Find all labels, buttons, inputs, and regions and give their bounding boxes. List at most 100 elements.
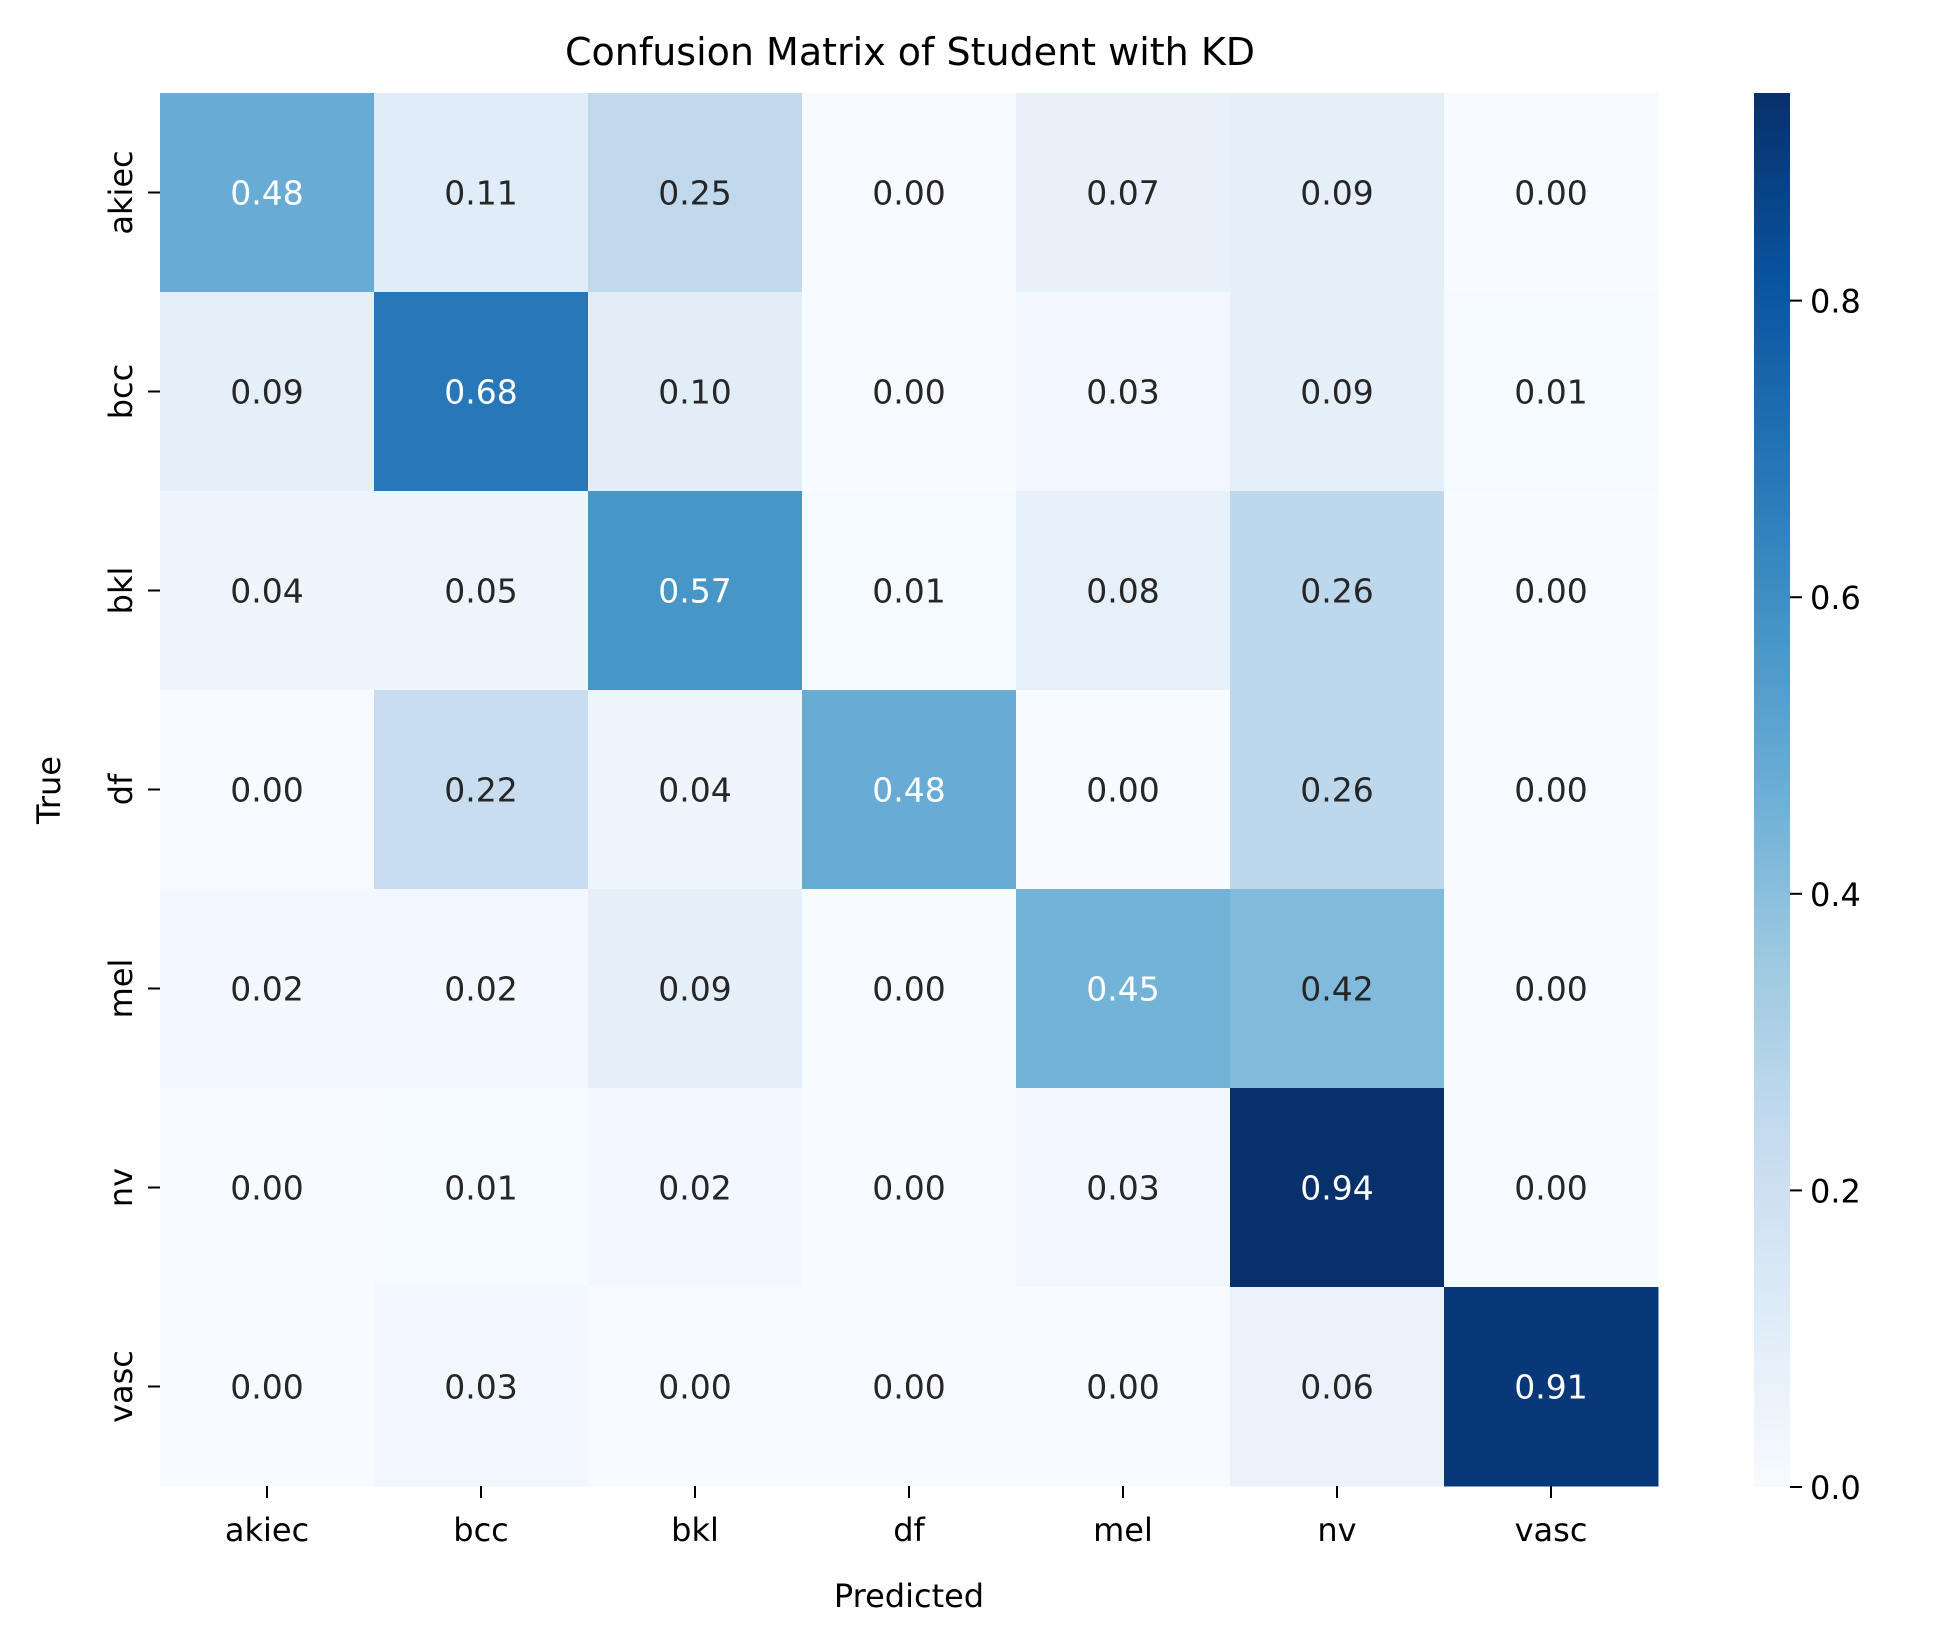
cell-value-label: 0.03 xyxy=(444,1368,517,1407)
cell-value-label: 0.09 xyxy=(230,373,303,412)
heatmap-cell xyxy=(1016,1287,1231,1487)
x-tick-label: df xyxy=(893,1511,925,1549)
cell-value-label: 0.00 xyxy=(658,1368,731,1407)
heatmap-cell xyxy=(1016,1088,1231,1288)
cell-value-label: 0.02 xyxy=(230,970,303,1009)
x-tick-label: nv xyxy=(1317,1511,1356,1549)
heatmap-cells xyxy=(160,93,1659,1487)
cell-value-label: 0.00 xyxy=(1514,572,1587,611)
cell-value-label: 0.00 xyxy=(230,771,303,810)
cell-value-label: 0.07 xyxy=(1086,174,1159,213)
colorbar-gradient xyxy=(1754,93,1790,1487)
heatmap-cell xyxy=(588,690,803,890)
y-axis: akiec bcc bkl df mel nv vasc xyxy=(102,150,160,1423)
cell-value-label: 0.00 xyxy=(872,970,945,1009)
cell-value-label: 0.01 xyxy=(1514,373,1587,412)
cell-value-label: 0.42 xyxy=(1300,970,1373,1009)
cell-value-label: 0.00 xyxy=(1514,1169,1587,1208)
cell-value-label: 0.94 xyxy=(1300,1169,1373,1208)
heatmap-cell xyxy=(802,1088,1017,1288)
cell-value-label: 0.00 xyxy=(872,174,945,213)
heatmap-cell xyxy=(1230,889,1445,1089)
cell-value-label: 0.00 xyxy=(872,1368,945,1407)
cell-value-label: 0.08 xyxy=(1086,572,1159,611)
heatmap-cell xyxy=(588,1088,803,1288)
cell-value-label: 0.00 xyxy=(230,1169,303,1208)
y-axis-label: True xyxy=(30,756,68,825)
cell-value-label: 0.09 xyxy=(658,970,731,1009)
cell-value-label: 0.01 xyxy=(872,572,945,611)
colorbar-tick-label: 0.2 xyxy=(1810,1172,1861,1210)
cell-value-label: 0.45 xyxy=(1086,970,1159,1009)
cell-value-label: 0.11 xyxy=(444,174,517,213)
y-tick-label: bkl xyxy=(102,567,140,615)
heatmap-cell xyxy=(1230,1287,1445,1487)
heatmap-cell xyxy=(1230,93,1445,293)
heatmap-cell xyxy=(1016,690,1231,890)
heatmap-cell xyxy=(1444,491,1659,691)
x-tick-label: akiec xyxy=(225,1511,309,1549)
x-tick-label: vasc xyxy=(1515,1511,1588,1549)
colorbar: 0.0 0.2 0.4 0.6 0.8 xyxy=(1754,93,1861,1507)
heatmap-cell xyxy=(802,491,1017,691)
cell-value-label: 0.48 xyxy=(230,174,303,213)
heatmap-cell xyxy=(160,93,375,293)
heatmap-cell xyxy=(1016,93,1231,293)
cell-value-label: 0.02 xyxy=(444,970,517,1009)
y-tick-label: mel xyxy=(102,959,140,1019)
heatmap-cell xyxy=(1230,292,1445,492)
heatmap-cell xyxy=(1016,491,1231,691)
y-tick-label: vasc xyxy=(102,1350,140,1423)
heatmap-cell xyxy=(1444,292,1659,492)
colorbar-tick-label: 0.4 xyxy=(1810,876,1861,914)
cell-value-label: 0.00 xyxy=(1514,771,1587,810)
colorbar-tick-label: 0.8 xyxy=(1810,283,1861,321)
x-tick-label: bkl xyxy=(671,1511,719,1549)
cell-value-label: 0.00 xyxy=(230,1368,303,1407)
heatmap-cell xyxy=(802,292,1017,492)
heatmap-cell xyxy=(374,93,589,293)
heatmap-cell xyxy=(1444,889,1659,1089)
cell-value-label: 0.57 xyxy=(658,572,731,611)
heatmap-cell xyxy=(588,491,803,691)
cell-value-label: 0.00 xyxy=(1514,970,1587,1009)
heatmap-cell xyxy=(160,292,375,492)
heatmap-cell xyxy=(802,690,1017,890)
chart-title: Confusion Matrix of Student with KD xyxy=(565,30,1255,74)
heatmap-cell xyxy=(1016,292,1231,492)
heatmap-cell xyxy=(588,292,803,492)
cell-value-label: 0.02 xyxy=(658,1169,731,1208)
heatmap-cell xyxy=(374,889,589,1089)
cell-value-label: 0.91 xyxy=(1514,1368,1587,1407)
cell-value-label: 0.03 xyxy=(1086,1169,1159,1208)
heatmap-cell xyxy=(160,1088,375,1288)
heatmap-cell xyxy=(374,1088,589,1288)
heatmap-cell xyxy=(160,889,375,1089)
heatmap-cell xyxy=(588,889,803,1089)
cell-annotations: 0.48 0.11 0.25 0.00 0.07 0.09 0.00 0.09 0.68 0.10… xyxy=(230,174,1587,1407)
heatmap-cell xyxy=(374,292,589,492)
cell-value-label: 0.06 xyxy=(1300,1368,1373,1407)
y-tick-label: akiec xyxy=(102,150,140,234)
heatmap-cell xyxy=(802,889,1017,1089)
cell-value-label: 0.03 xyxy=(1086,373,1159,412)
cell-value-label: 0.09 xyxy=(1300,373,1373,412)
cell-value-label: 0.26 xyxy=(1300,771,1373,810)
cell-value-label: 0.01 xyxy=(444,1169,517,1208)
heatmap-cell xyxy=(1444,93,1659,293)
cell-value-label: 0.00 xyxy=(872,373,945,412)
cell-value-label: 0.68 xyxy=(444,373,517,412)
cell-value-label: 0.48 xyxy=(872,771,945,810)
x-axis-label: Predicted xyxy=(834,1577,984,1615)
cell-value-label: 0.04 xyxy=(230,572,303,611)
x-axis: akiec bcc bkl df mel nv vasc xyxy=(225,1486,1588,1549)
heatmap-cell xyxy=(374,690,589,890)
heatmap-cell xyxy=(802,93,1017,293)
heatmap-cell xyxy=(374,1287,589,1487)
heatmap-cell xyxy=(1444,1088,1659,1288)
heatmap-cell xyxy=(1016,889,1231,1089)
heatmap-cell xyxy=(1444,690,1659,890)
cell-value-label: 0.10 xyxy=(658,373,731,412)
cell-value-label: 0.05 xyxy=(444,572,517,611)
